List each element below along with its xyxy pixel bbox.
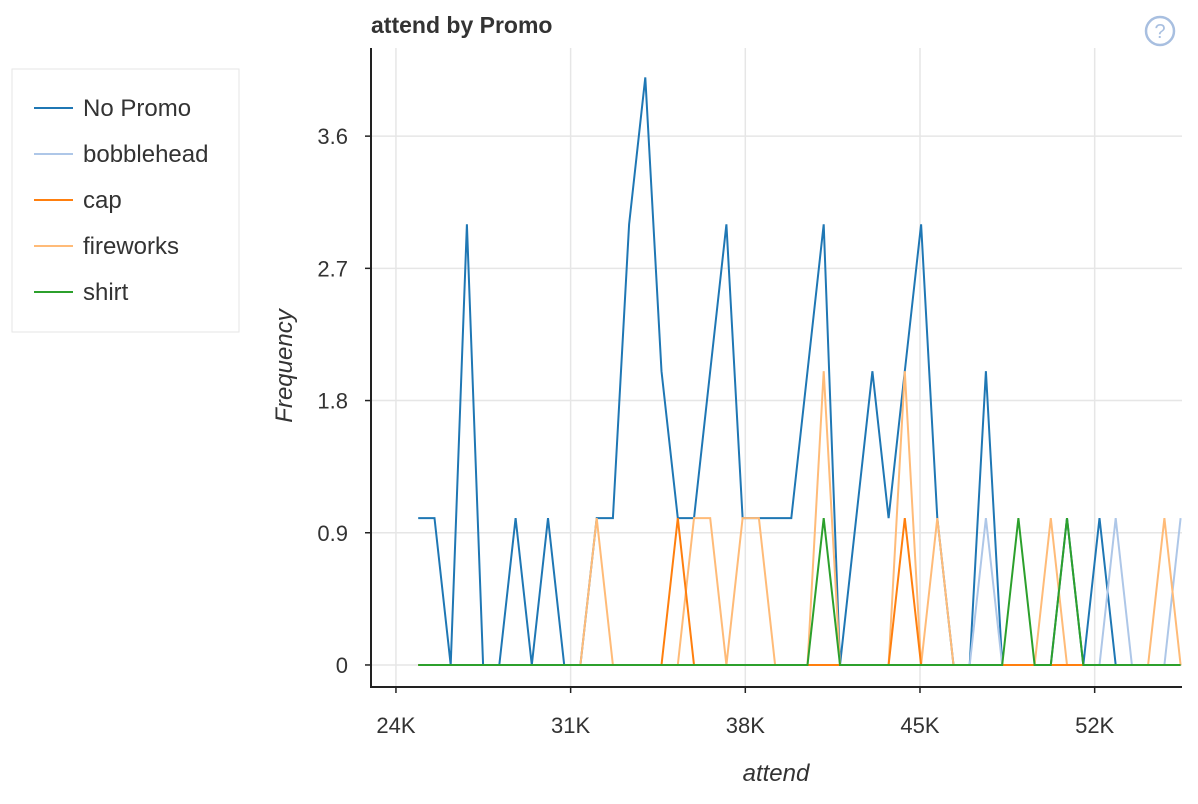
x-tick-label: 38K <box>726 713 765 738</box>
legend-item[interactable]: cap <box>34 187 122 214</box>
x-tick-labels: 24K 31K 38K 45K 52K <box>376 713 1114 738</box>
question-mark-circle-icon[interactable]: ? <box>1144 15 1176 47</box>
y-axis-title: Frequency <box>271 307 298 422</box>
legend: No Promo bobblehead cap fireworks shirt <box>11 68 240 333</box>
svg-text:?: ? <box>1154 21 1165 43</box>
legend-item[interactable]: fireworks <box>34 233 179 260</box>
legend-item[interactable]: No Promo <box>34 95 191 122</box>
series-lines <box>418 77 1182 666</box>
y-tick-labels: 0 0.9 1.8 2.7 3.6 <box>317 124 348 678</box>
legend-item[interactable]: shirt <box>34 279 129 306</box>
legend-label: bobblehead <box>83 141 208 168</box>
y-tick-label: 3.6 <box>317 124 348 149</box>
y-tick-label: 2.7 <box>317 256 348 281</box>
series-line-shirt <box>418 517 1181 666</box>
legend-item[interactable]: bobblehead <box>34 141 208 168</box>
legend-label: shirt <box>83 279 129 306</box>
x-tick-label: 45K <box>900 713 939 738</box>
x-tick-label: 31K <box>551 713 590 738</box>
grid-lines <box>371 48 1182 687</box>
y-tick-label: 0 <box>336 653 348 678</box>
series-line-bobblehead <box>418 517 1182 666</box>
axes <box>365 48 1182 693</box>
x-tick-label: 52K <box>1075 713 1114 738</box>
y-tick-label: 1.8 <box>317 389 348 414</box>
series-line-no-promo <box>418 77 1181 666</box>
legend-label: fireworks <box>83 233 179 260</box>
legend-label: No Promo <box>83 95 191 122</box>
chart-title: attend by Promo <box>371 12 552 38</box>
legend-label: cap <box>83 187 122 214</box>
y-tick-label: 0.9 <box>317 521 348 546</box>
x-axis-title: attend <box>743 760 810 787</box>
x-tick-label: 24K <box>376 713 415 738</box>
series-line-cap <box>418 517 1181 666</box>
legend-items: No Promo bobblehead cap fireworks shirt <box>34 95 208 306</box>
